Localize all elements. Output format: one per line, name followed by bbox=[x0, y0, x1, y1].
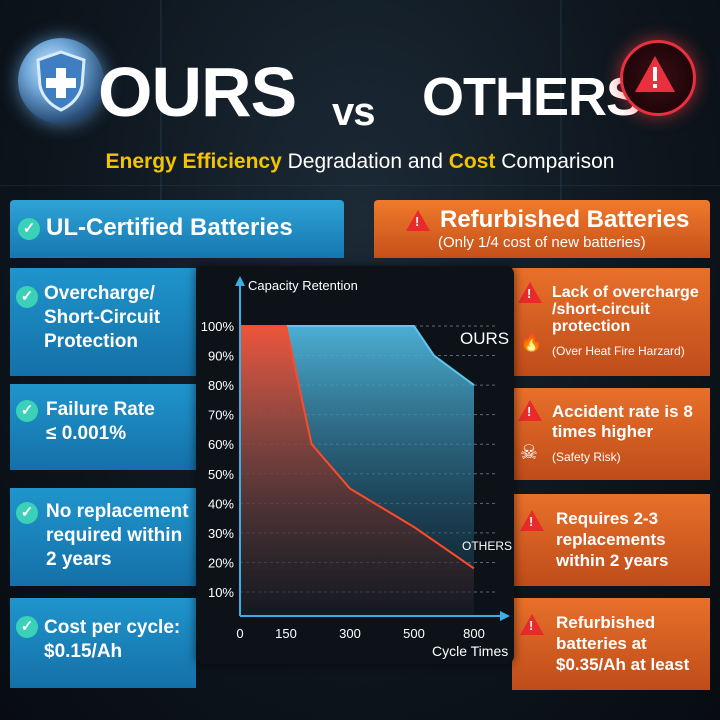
risk-label: Lack of overcharge /short-circuit protec… bbox=[552, 284, 699, 335]
page-subtitle: Energy Efficiency Degradation and Cost C… bbox=[0, 150, 720, 174]
y-axis-label: Capacity Retention bbox=[248, 278, 358, 293]
check-shield-icon: ✓ bbox=[18, 218, 40, 240]
subtitle-text: Comparison bbox=[495, 150, 615, 173]
risk-row: ! Refurbished batteries at $0.35/Ah at l… bbox=[512, 598, 710, 690]
check-shield-icon: ✓ bbox=[16, 616, 38, 638]
y-tick-label: 10% bbox=[208, 585, 234, 600]
risk-note: (Safety Risk) bbox=[552, 450, 621, 464]
series-line-others bbox=[240, 325, 475, 570]
right-panel-subtitle: (Only 1/4 cost of new batteries) bbox=[438, 234, 646, 251]
x-tick-label: 0 bbox=[236, 626, 243, 641]
warning-icon: ! bbox=[520, 614, 544, 635]
x-tick-label: 800 bbox=[463, 626, 485, 641]
x-axis-label: Cycle Times bbox=[432, 643, 508, 659]
feature-row: ✓ No replacement required within 2 years bbox=[10, 488, 196, 586]
risk-row: ! Requires 2-3 replacements within 2 yea… bbox=[512, 494, 710, 586]
risk-row: ! Accident rate is 8 times higher ☠ (Saf… bbox=[512, 388, 710, 480]
y-tick-label: 50% bbox=[208, 467, 234, 482]
left-panel-header: ✓ UL-Certified Batteries bbox=[10, 200, 344, 258]
risk-label: Requires 2-3 replacements within 2 years bbox=[556, 509, 669, 570]
y-tick-label: 90% bbox=[208, 349, 234, 364]
y-tick-label: 80% bbox=[208, 378, 234, 393]
risk-row: ! Lack of overcharge /short-circuit prot… bbox=[512, 268, 710, 376]
subtitle-highlight: Energy Efficiency bbox=[105, 150, 282, 173]
warning-icon: ! bbox=[520, 510, 544, 531]
y-tick-label: 70% bbox=[208, 408, 234, 423]
x-axis-arrow bbox=[500, 611, 510, 621]
subtitle-text: Degradation and bbox=[281, 150, 449, 173]
warning-icon: ! bbox=[518, 282, 542, 303]
risk-label: Accident rate is 8 times higher bbox=[552, 402, 693, 441]
series-label-ours: OURS bbox=[460, 329, 509, 348]
others-title: OTHERS bbox=[422, 67, 642, 127]
feature-label: Failure Rate ≤ 0.001% bbox=[46, 399, 155, 444]
y-tick-label: 60% bbox=[208, 437, 234, 452]
y-tick-label: 30% bbox=[208, 526, 234, 541]
chart-svg: 100% 90% 80% 70% 60% 50% 40% 30% 20% 10% 0 150 300 50… bbox=[201, 276, 512, 659]
left-panel-title: UL-Certified Batteries bbox=[46, 214, 293, 241]
x-tick-label: 500 bbox=[403, 626, 425, 641]
series-label-others: OTHERS bbox=[462, 539, 512, 553]
series-area-others bbox=[240, 326, 474, 616]
bg-line bbox=[160, 0, 162, 200]
feature-label: Overcharge/ Short-Circuit Protection bbox=[44, 283, 161, 352]
bg-line bbox=[0, 185, 720, 186]
warning-triangle-icon bbox=[620, 40, 696, 116]
feature-row: ✓ Overcharge/ Short-Circuit Protection bbox=[10, 268, 196, 376]
warning-icon: ! bbox=[406, 210, 430, 231]
vs-title: vs bbox=[332, 90, 375, 134]
bg-line bbox=[560, 0, 562, 200]
capacity-chart: 100% 90% 80% 70% 60% 50% 40% 30% 20% 10% 0 150 300 50… bbox=[196, 266, 514, 664]
y-tick-label: 20% bbox=[208, 555, 234, 570]
right-panel-title: Refurbished Batteries bbox=[440, 206, 690, 233]
subtitle-highlight: Cost bbox=[448, 150, 496, 173]
feature-label: No replacement required within 2 years bbox=[46, 501, 189, 570]
y-tick-label: 100% bbox=[201, 319, 235, 334]
x-tick-label: 150 bbox=[275, 626, 297, 641]
feature-row: ✓ Cost per cycle: $0.15/Ah bbox=[10, 598, 196, 688]
risk-note: (Over Heat Fire Harzard) bbox=[552, 344, 685, 358]
check-shield-icon: ✓ bbox=[16, 400, 38, 422]
y-tick-label: 40% bbox=[208, 496, 234, 511]
x-tick-label: 300 bbox=[339, 626, 361, 641]
fire-icon: 🔥 bbox=[520, 332, 543, 352]
risk-label: Refurbished batteries at $0.35/Ah at lea… bbox=[556, 613, 690, 674]
warning-icon: ! bbox=[518, 400, 542, 421]
shield-plus-icon bbox=[18, 38, 104, 124]
skull-icon: ☠ bbox=[520, 442, 538, 464]
right-panel-header: ! Refurbished Batteries (Only 1/4 cost o… bbox=[374, 200, 710, 258]
y-axis-arrow bbox=[235, 276, 245, 286]
ours-title: OURS bbox=[98, 53, 297, 131]
feature-row: ✓ Failure Rate ≤ 0.001% bbox=[10, 384, 196, 470]
check-shield-icon: ✓ bbox=[16, 286, 38, 308]
feature-label: Cost per cycle: $0.15/Ah bbox=[44, 617, 181, 662]
check-shield-icon: ✓ bbox=[16, 502, 38, 524]
